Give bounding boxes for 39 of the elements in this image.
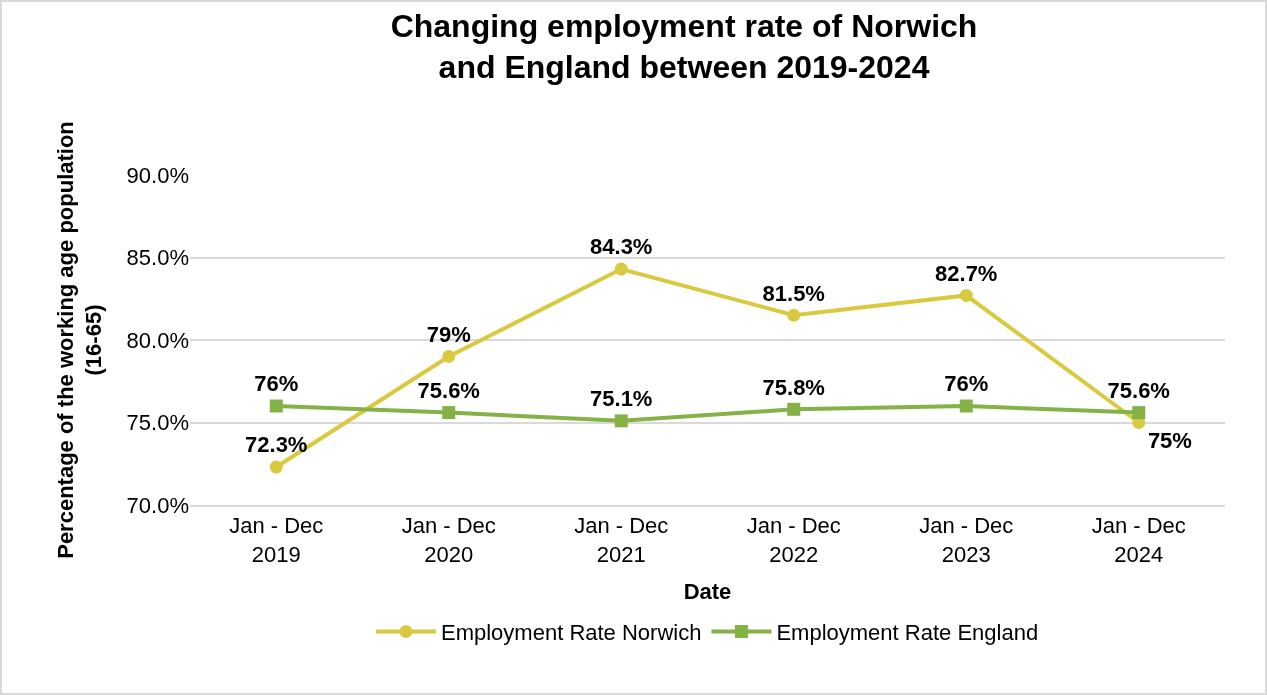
y-tick-label: 80.0% xyxy=(126,327,189,353)
point xyxy=(442,406,456,420)
data-label: 75.1% xyxy=(590,386,653,412)
point xyxy=(787,308,801,322)
x-tick-label: Jan - Dec 2023 xyxy=(919,513,1014,567)
y-tick-label: 90.0% xyxy=(126,162,189,188)
data-label: 75.6% xyxy=(417,377,480,403)
point xyxy=(614,262,628,276)
data-label: 76% xyxy=(944,371,989,397)
data-label: 82.7% xyxy=(935,260,998,286)
y-tick-label: 70.0% xyxy=(126,492,189,518)
point xyxy=(959,288,973,302)
data-label: 81.5% xyxy=(762,280,825,306)
x-axis-title: Date xyxy=(683,579,732,605)
x-tick-label: Jan - Dec 2021 xyxy=(574,513,669,567)
x-tick-label: Jan - Dec 2019 xyxy=(229,513,324,567)
x-tick-label: Jan - Dec 2022 xyxy=(746,513,841,567)
point xyxy=(1132,406,1146,420)
y-tick-label: 75.0% xyxy=(126,410,189,436)
chart-title: Changing employment rate of Norwich and England between 2019-2024 xyxy=(390,7,978,86)
point xyxy=(269,399,283,413)
data-label: 75% xyxy=(1147,428,1192,454)
data-label: 79% xyxy=(426,321,471,347)
y-tick-label: 85.0% xyxy=(126,245,189,271)
point xyxy=(614,414,628,428)
point xyxy=(442,350,456,363)
legend-label: Employment Rate Norwich xyxy=(441,619,702,645)
data-label: 76% xyxy=(254,371,299,397)
data-label: 84.3% xyxy=(590,234,653,260)
x-tick-label: Jan - Dec 2024 xyxy=(1091,513,1186,567)
legend-label: Employment Rate England xyxy=(776,619,1039,645)
y-axis-title: Percentage of the working age population (16-65) xyxy=(52,121,107,559)
data-label: 75.8% xyxy=(762,374,825,400)
point xyxy=(959,399,973,413)
point xyxy=(787,402,801,416)
point xyxy=(269,460,283,474)
data-label: 75.6% xyxy=(1107,377,1170,403)
data-label: 72.3% xyxy=(245,432,308,458)
x-tick-label: Jan - Dec 2020 xyxy=(401,513,496,567)
